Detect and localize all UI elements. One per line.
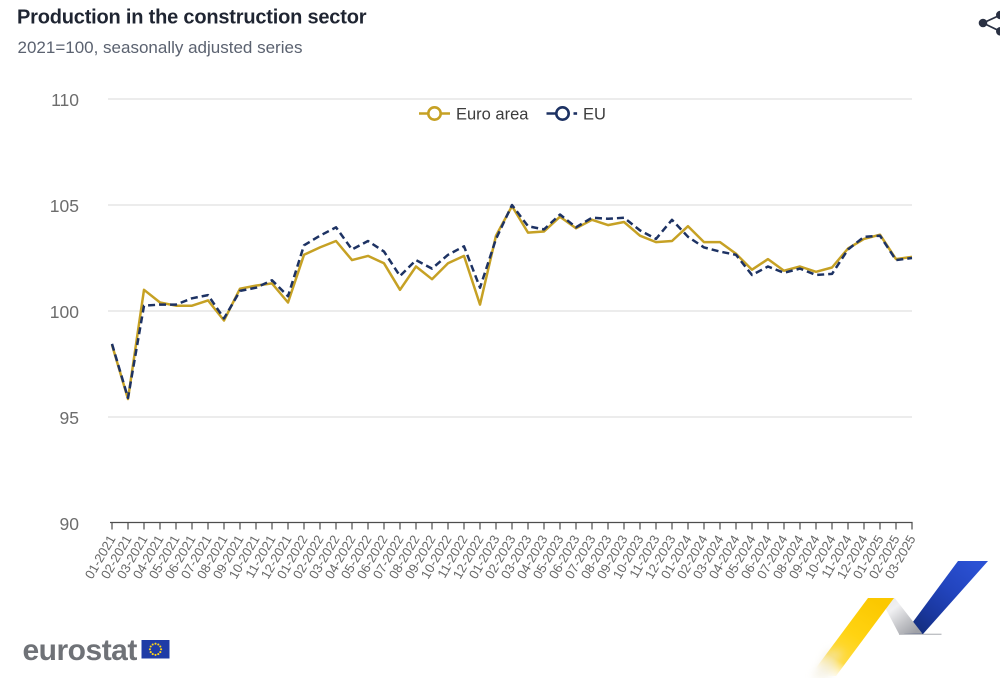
svg-text:90: 90 bbox=[60, 514, 80, 534]
svg-text:eurostat: eurostat bbox=[23, 634, 138, 667]
svg-text:95: 95 bbox=[60, 408, 79, 428]
svg-text:110: 110 bbox=[51, 90, 79, 110]
svg-text:Production in the construction: Production in the construction sector bbox=[17, 7, 367, 29]
svg-text:2021=100, seasonally adjusted: 2021=100, seasonally adjusted series bbox=[18, 38, 303, 57]
svg-text:Euro area: Euro area bbox=[456, 106, 529, 124]
svg-text:105: 105 bbox=[50, 196, 79, 216]
svg-text:100: 100 bbox=[50, 302, 79, 322]
svg-text:EU: EU bbox=[583, 106, 606, 124]
